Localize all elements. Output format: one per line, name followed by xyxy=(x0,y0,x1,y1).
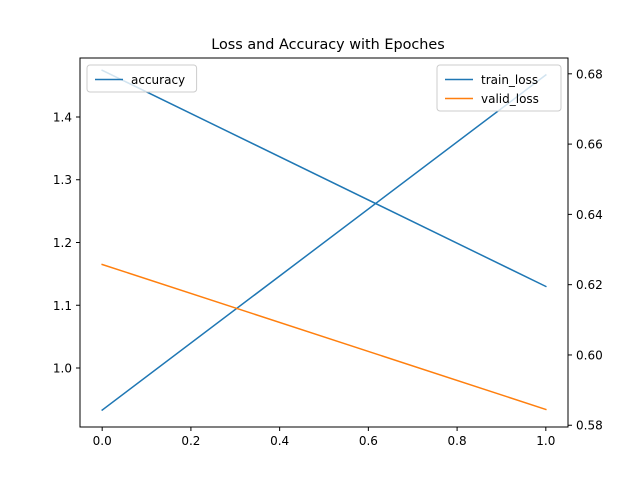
legend-upper-left: accuracy xyxy=(86,64,198,93)
series-line-accuracy xyxy=(101,69,547,288)
series-line-train-loss xyxy=(101,73,547,412)
x-tick-label: 0.2 xyxy=(181,434,200,448)
legend-label: accuracy xyxy=(131,73,185,87)
x-tick-label: 1.0 xyxy=(536,434,555,448)
x-tick-label: 0.0 xyxy=(93,434,112,448)
y-right-tick-label: 0.58 xyxy=(576,419,603,433)
x-tick-label: 0.6 xyxy=(359,434,378,448)
series-line-valid-loss xyxy=(101,263,547,411)
legend-label: valid_loss xyxy=(481,92,539,106)
x-tick-label: 0.8 xyxy=(448,434,467,448)
y-left-tick-label: 1.1 xyxy=(53,299,72,313)
y-right-tick-label: 0.66 xyxy=(576,138,603,152)
legend-upper-right: train_loss valid_loss xyxy=(436,64,562,112)
series-layer xyxy=(101,69,547,412)
axes-layer: 0.0 0.2 0.4 0.6 0.8 1.0 1.0 1.1 1.2 1.3 1.4 0.58 0.6… xyxy=(53,57,603,448)
legend-label: train_loss xyxy=(481,73,538,87)
y-left-tick-label: 1.0 xyxy=(53,362,72,376)
y-right-tick-label: 0.62 xyxy=(576,278,603,292)
y-left-tick-label: 1.3 xyxy=(53,173,72,187)
x-tick-label: 0.4 xyxy=(270,434,289,448)
y-left-tick-label: 1.4 xyxy=(53,110,72,124)
chart-title: Loss and Accuracy with Epoches xyxy=(211,37,445,53)
y-right-tick-label: 0.64 xyxy=(576,208,603,222)
legend-layer: accuracy train_loss valid_loss xyxy=(86,64,562,112)
y-left-tick-label: 1.2 xyxy=(53,236,72,250)
legend-box xyxy=(436,64,562,112)
y-right-tick-label: 0.68 xyxy=(576,67,603,81)
y-right-tick-label: 0.60 xyxy=(576,348,603,362)
legend-box xyxy=(86,64,198,93)
